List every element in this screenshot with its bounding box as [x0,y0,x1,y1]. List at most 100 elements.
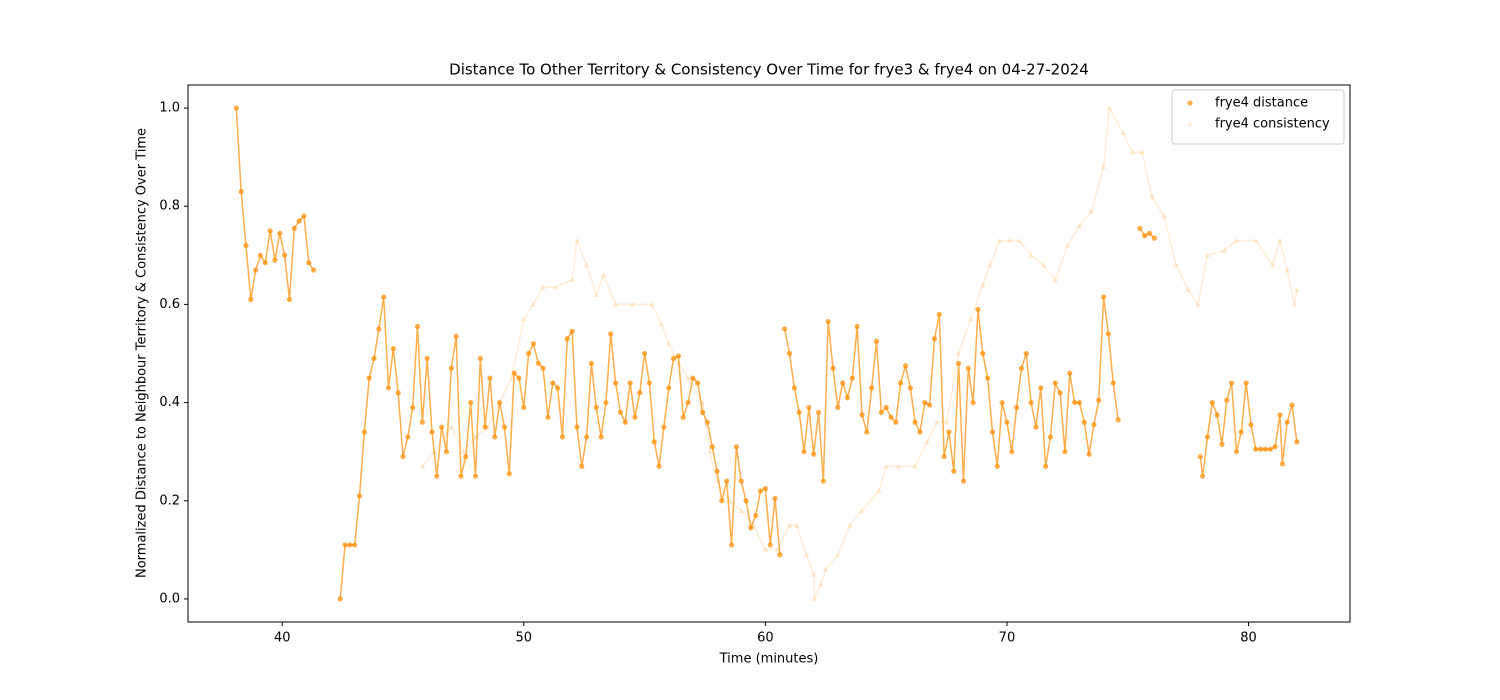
marker [1014,404,1020,411]
marker [1006,237,1013,244]
marker [811,595,818,602]
marker [410,404,416,411]
marker [1277,412,1283,418]
marker [965,365,971,371]
legend-label: frye4 consistency [1215,117,1330,132]
marker [658,321,665,327]
marker [902,363,909,369]
marker [941,453,947,460]
marker [898,380,904,386]
marker [460,448,467,455]
marker [419,419,425,425]
marker [685,399,691,406]
marker [646,380,653,386]
marker [912,463,919,469]
marker [956,360,962,366]
marker [762,485,768,492]
y-tick-label: 0.0 [159,591,180,606]
marker [414,323,421,330]
marker [472,473,479,479]
marker [569,276,576,283]
marker [1187,121,1193,127]
marker [786,350,793,357]
marker [1253,446,1259,452]
marker [1148,193,1155,199]
marker [670,355,677,362]
marker [371,355,377,362]
marker [675,353,682,359]
marker [810,571,817,577]
marker [381,294,387,300]
marker [311,267,317,273]
marker [424,355,430,362]
marker [960,478,967,484]
marker [1267,446,1273,452]
marker [238,188,244,195]
marker [979,281,986,288]
marker [573,237,580,244]
marker [801,449,807,455]
marker [1248,422,1254,428]
marker [1086,451,1092,457]
marker [1284,267,1291,273]
marker [840,380,846,386]
marker [1185,286,1192,293]
marker [632,414,638,420]
marker [666,385,672,391]
marker [376,326,382,332]
marker [1100,294,1107,300]
marker [733,444,739,450]
marker [680,414,686,420]
marker [835,404,841,411]
marker [1238,429,1244,435]
y-tick-label: 0.2 [159,493,180,508]
marker [487,375,493,381]
marker [439,424,445,430]
marker [574,424,580,430]
marker [337,596,343,602]
marker [1204,434,1211,440]
marker [1272,444,1278,450]
marker [699,409,706,416]
x-tick-label: 80 [1240,631,1257,646]
marker [685,375,692,381]
marker [970,399,976,406]
marker [1142,233,1148,239]
marker [477,355,483,362]
marker [540,284,547,290]
marker [390,345,396,352]
marker [1293,286,1300,293]
marker [822,566,829,572]
marker [936,311,942,317]
marker [1119,129,1126,136]
marker [608,331,614,337]
marker [1091,422,1097,428]
marker [468,399,474,406]
marker [1224,397,1230,403]
y-tick-label: 1.0 [159,101,180,116]
marker [651,439,657,445]
marker [757,488,764,494]
marker [1062,449,1068,455]
marker [301,213,307,219]
marker [803,551,810,558]
marker [985,375,991,381]
x-axis-label: Time (minutes) [719,652,819,667]
legend-label: frye4 distance [1215,96,1308,111]
legend-box [1171,89,1345,145]
marker [511,370,517,376]
marker [933,419,940,425]
marker [1052,276,1059,283]
marker [306,260,312,266]
marker [291,225,297,231]
marker [724,478,730,484]
marker [588,360,595,366]
marker [719,498,725,504]
marker [233,105,239,111]
marker [463,453,469,460]
marker [1004,419,1010,425]
marker [791,385,797,391]
marker [859,412,865,418]
marker [400,453,406,460]
